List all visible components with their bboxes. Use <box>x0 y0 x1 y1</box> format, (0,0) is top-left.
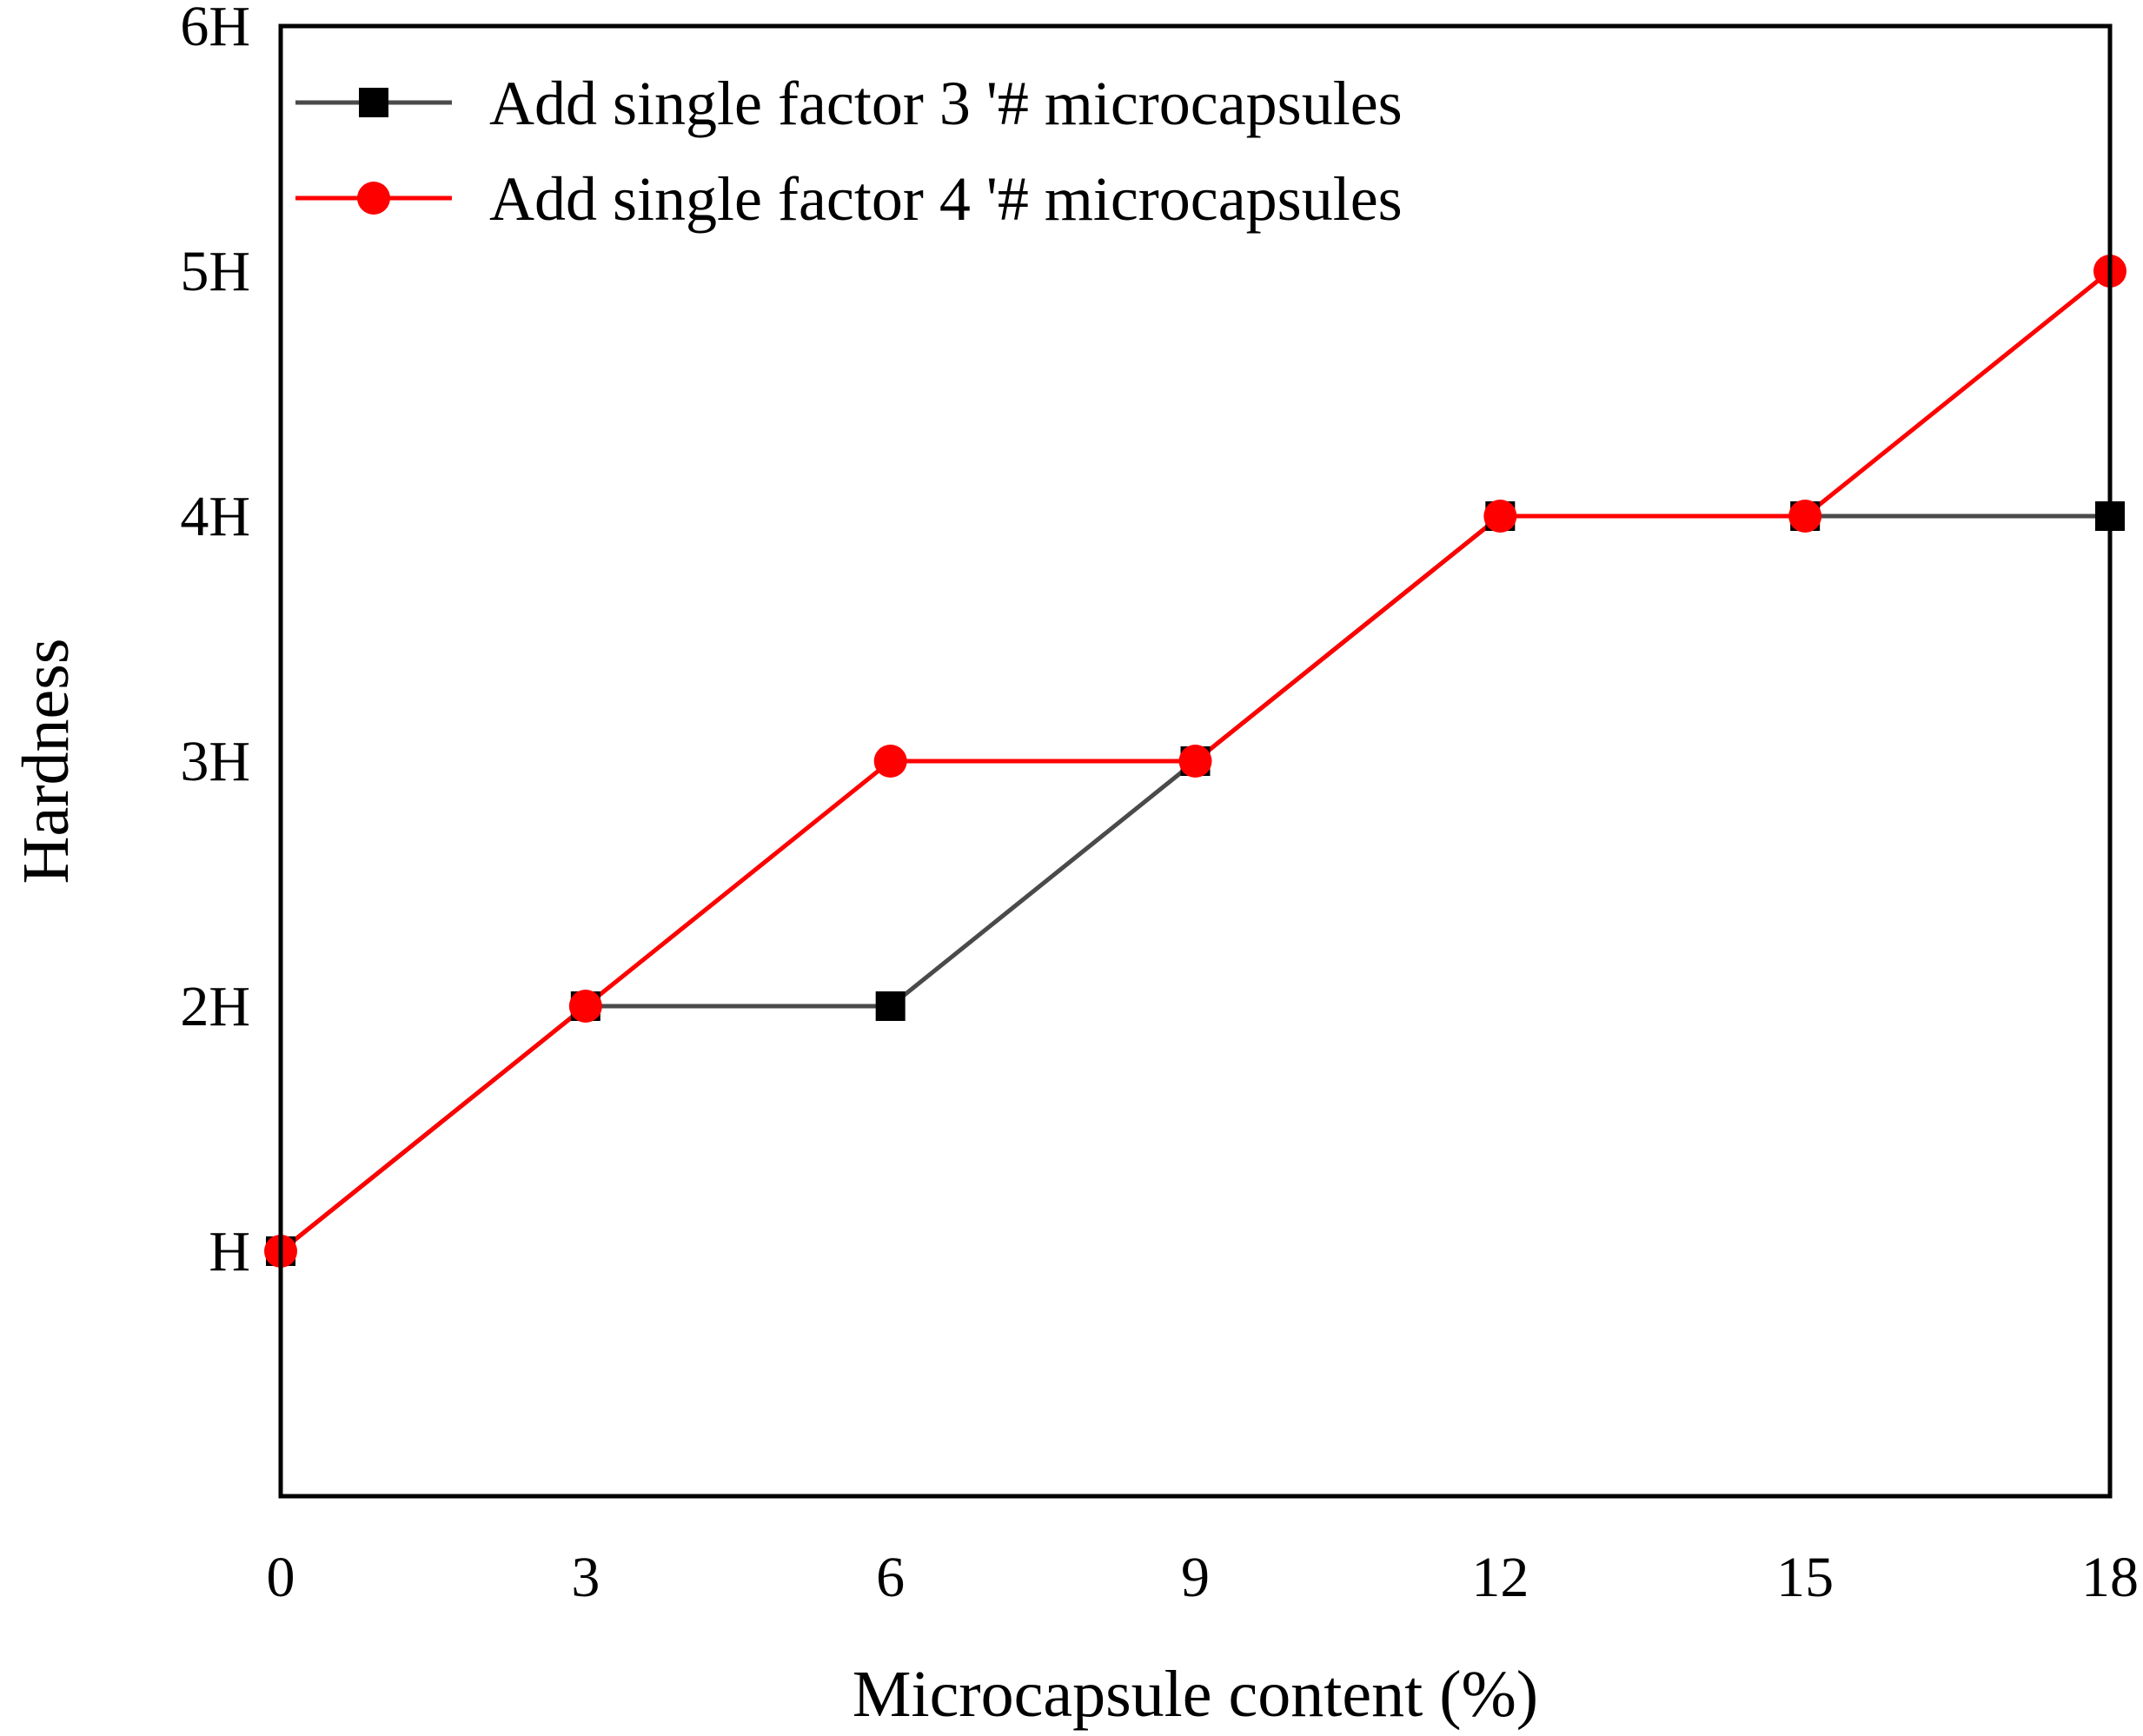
y-tick-label-6H: 6H <box>180 0 250 58</box>
legend-label-1: Add single factor 3 '# microcapsules <box>489 69 1403 138</box>
y-tick-label-4H: 4H <box>180 485 250 548</box>
x-tick-label-12: 12 <box>1471 1546 1529 1609</box>
marker-layer <box>264 255 2126 1268</box>
y-tick-label-2H: 2H <box>180 975 250 1038</box>
x-tick-label-6: 6 <box>876 1546 905 1609</box>
series-2-point-6 <box>873 745 907 778</box>
legend-marker-circle-2 <box>357 182 390 215</box>
x-tick-label-9: 9 <box>1181 1546 1210 1609</box>
series-1-point-6 <box>875 991 906 1021</box>
y-tick-label-5H: 5H <box>180 240 250 303</box>
y-tick-label-H: H <box>209 1220 250 1283</box>
legend-marker-square-1 <box>359 88 388 117</box>
legend: Add single factor 3 '# microcapsules Add … <box>295 69 1403 234</box>
x-tick-label-15: 15 <box>1776 1546 1834 1609</box>
series-2-point-12 <box>1483 500 1517 533</box>
tick-label-layer: 0 3 6 9 12 15 18 H 2H 3H 4H 5H 6H <box>180 0 2139 1609</box>
y-tick-label-3H: 3H <box>180 730 250 793</box>
x-tick-label-3: 3 <box>571 1546 600 1609</box>
series-2-point-15 <box>1788 500 1822 533</box>
series-2-point-3 <box>568 990 602 1023</box>
x-tick-label-0: 0 <box>267 1546 295 1609</box>
y-axis-label: Hardness <box>10 639 83 885</box>
x-axis-label: Microcapsule content (%) <box>853 1658 1538 1731</box>
series-2-point-9 <box>1178 745 1212 778</box>
x-tick-label-18: 18 <box>2081 1546 2139 1609</box>
plot-frame <box>278 23 2113 1499</box>
legend-label-2: Add single factor 4 '# microcapsules <box>489 164 1403 234</box>
